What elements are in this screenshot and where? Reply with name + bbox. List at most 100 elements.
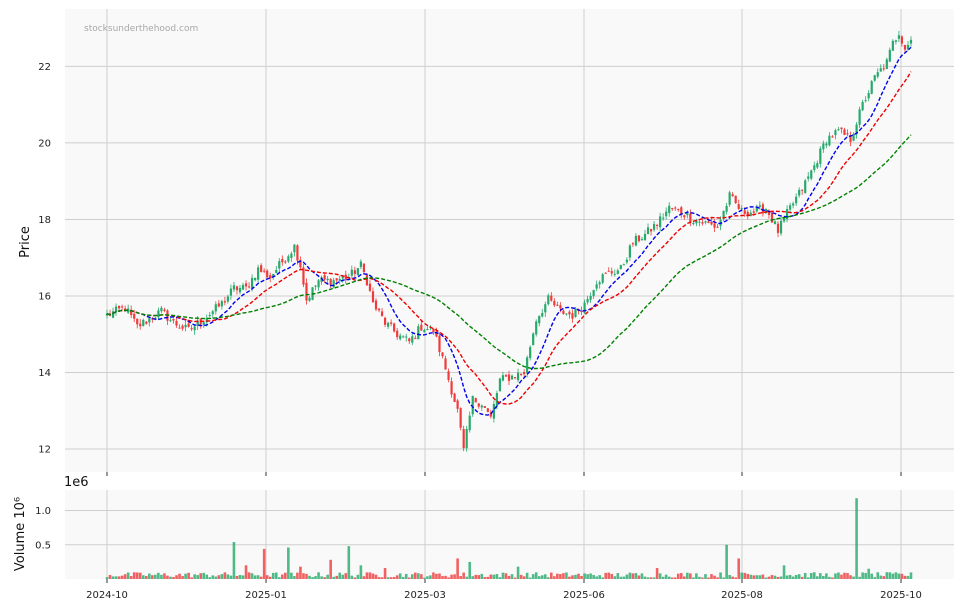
volume-bar: [329, 559, 332, 579]
volume-bar: [468, 561, 472, 579]
candle-body: [864, 100, 867, 102]
candle-body: [235, 286, 239, 291]
price-axis-label: Price: [18, 226, 33, 258]
candle-body: [701, 222, 704, 224]
candle-body: [628, 245, 632, 258]
candle-body: [278, 261, 281, 269]
volume-bar: [728, 575, 731, 579]
volume-panel-background: [65, 490, 954, 579]
volume-bar: [163, 573, 166, 579]
candle-body: [583, 302, 586, 313]
candle-body: [879, 68, 882, 72]
volume-bar: [151, 575, 154, 579]
candle-body: [269, 275, 272, 278]
candle-body: [553, 300, 556, 306]
volume-bar: [770, 575, 774, 579]
volume-bar: [631, 573, 635, 579]
volume-bar: [664, 574, 668, 579]
candle-body: [529, 347, 532, 359]
price-panel: stocksunderthehood.com 12 14 16 18 20 22 Pric…: [18, 9, 954, 476]
candle-body: [284, 261, 287, 263]
volume-bar: [870, 573, 874, 579]
candle-body: [677, 208, 680, 210]
volume-panel: 0.5 1.0 1e6 Volume 10⁶ 2024-10 2025-01 2025…: [13, 475, 954, 601]
candle-body: [547, 295, 550, 305]
candle-body: [368, 283, 372, 291]
volume-bar: [800, 576, 804, 579]
candle-body: [589, 296, 592, 300]
volume-bar: [132, 572, 136, 579]
candle-body: [447, 371, 450, 380]
volume-bar: [725, 544, 728, 579]
volume-bar: [477, 575, 481, 579]
volume-bar: [123, 574, 127, 579]
moving-average-50: [106, 134, 912, 370]
volume-bar: [281, 574, 284, 579]
candle-body: [819, 148, 822, 164]
candle-body: [671, 208, 674, 210]
price-tick-label: 14: [38, 368, 51, 379]
volume-bar: [834, 573, 837, 579]
volume-bar: [241, 575, 245, 579]
watermark: stocksunderthehood.com: [84, 24, 198, 34]
candle-body: [825, 143, 828, 146]
candle-body: [247, 286, 251, 288]
volume-bar: [250, 573, 254, 579]
volume-bar: [891, 573, 895, 579]
volume-bar: [707, 577, 710, 579]
candle-body: [423, 330, 426, 333]
volume-bar: [794, 574, 798, 579]
candle-body: [426, 328, 429, 331]
volume-bar: [456, 558, 459, 579]
volume-bar: [797, 574, 801, 579]
volume-bar: [196, 575, 199, 579]
volume-bar: [900, 573, 904, 579]
candle-body: [607, 270, 610, 272]
volume-bar: [120, 575, 124, 579]
candle-body: [317, 280, 320, 288]
volume-bar: [138, 572, 142, 579]
volume-bar: [453, 574, 456, 579]
volume-bar: [652, 577, 656, 579]
volume-bar: [489, 574, 493, 579]
candle-body: [356, 268, 359, 276]
candle-body: [526, 357, 529, 373]
candle-body: [773, 221, 777, 225]
candle-body: [831, 136, 834, 138]
candle-body: [501, 375, 505, 381]
volume-bar: [825, 573, 828, 579]
candle-body: [456, 400, 459, 409]
candle-body: [377, 308, 381, 311]
volume-bar: [873, 577, 877, 579]
candle-body: [178, 327, 181, 329]
volume-bar: [906, 575, 910, 579]
x-tick-label: 2025-03: [404, 590, 446, 601]
candle-body: [111, 311, 115, 318]
volume-bar: [293, 576, 296, 579]
volume-y-axis: 0.5 1.0: [35, 506, 51, 551]
candle-body: [314, 285, 317, 287]
candle-body: [640, 239, 644, 241]
volume-bar: [208, 577, 212, 579]
candle-body: [408, 338, 411, 342]
volume-bar: [574, 574, 577, 579]
volume-bar: [528, 577, 532, 579]
volume-bar: [160, 574, 163, 579]
volume-bar: [701, 577, 704, 579]
candle-body: [371, 291, 375, 303]
candle-body: [293, 244, 296, 253]
volume-bar: [199, 573, 202, 579]
volume-bar: [126, 572, 130, 579]
volume-bar: [710, 574, 713, 579]
candle-body: [374, 300, 378, 310]
candle-body: [365, 274, 369, 286]
candle-body: [181, 325, 184, 329]
candle-body: [332, 280, 335, 288]
candle-body: [906, 44, 910, 50]
candle-body: [538, 315, 541, 324]
volume-bar: [181, 576, 184, 579]
volume-bar: [752, 575, 756, 579]
volume-bar: [598, 575, 601, 579]
candle-body: [598, 282, 601, 285]
candle-body: [731, 194, 734, 197]
